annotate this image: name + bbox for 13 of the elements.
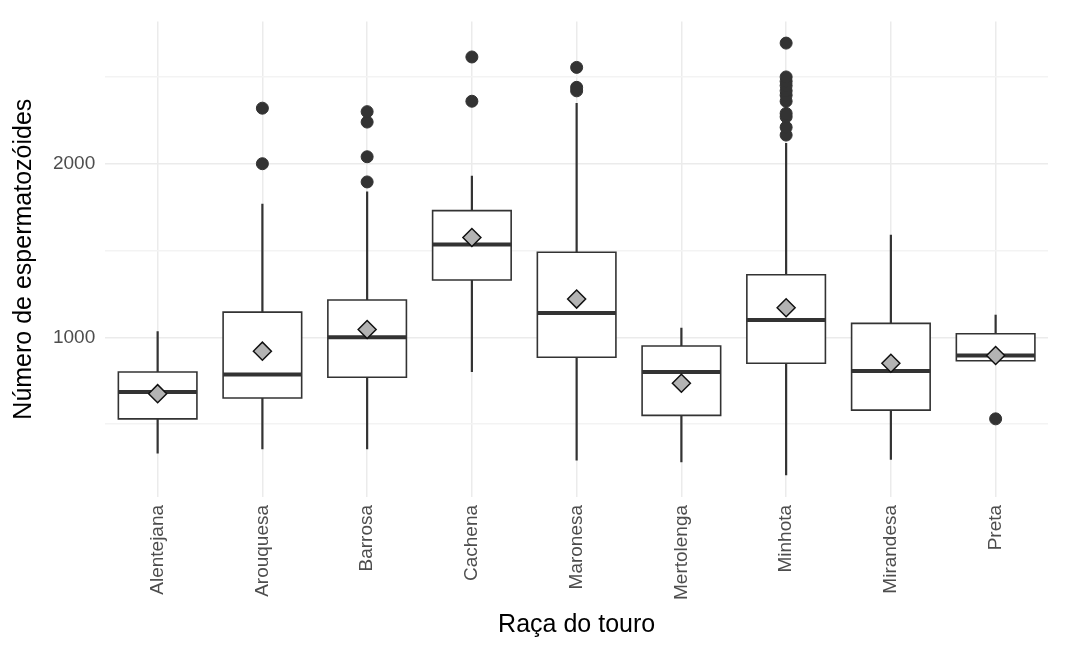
- x-tick-label: Alentejana: [145, 504, 167, 595]
- x-tick-label: Cachena: [460, 504, 482, 582]
- x-tick-label: Barrosa: [355, 504, 377, 572]
- x-tick-label: Preta: [983, 504, 1005, 551]
- x-tick-label: Maronesa: [564, 504, 586, 590]
- x-tick-label: Mertolenga: [669, 504, 691, 601]
- y-tick-label: 2000: [52, 151, 96, 173]
- x-axis-title: Raça do touro: [498, 608, 656, 637]
- x-tick-label: Arouquesa: [250, 504, 272, 597]
- y-axis-title: Número de espermatozóides: [7, 98, 36, 420]
- x-tick-label: Minhota: [774, 504, 796, 573]
- y-tick-label: 1000: [52, 325, 96, 347]
- x-tick-label: Mirandesa: [879, 504, 901, 594]
